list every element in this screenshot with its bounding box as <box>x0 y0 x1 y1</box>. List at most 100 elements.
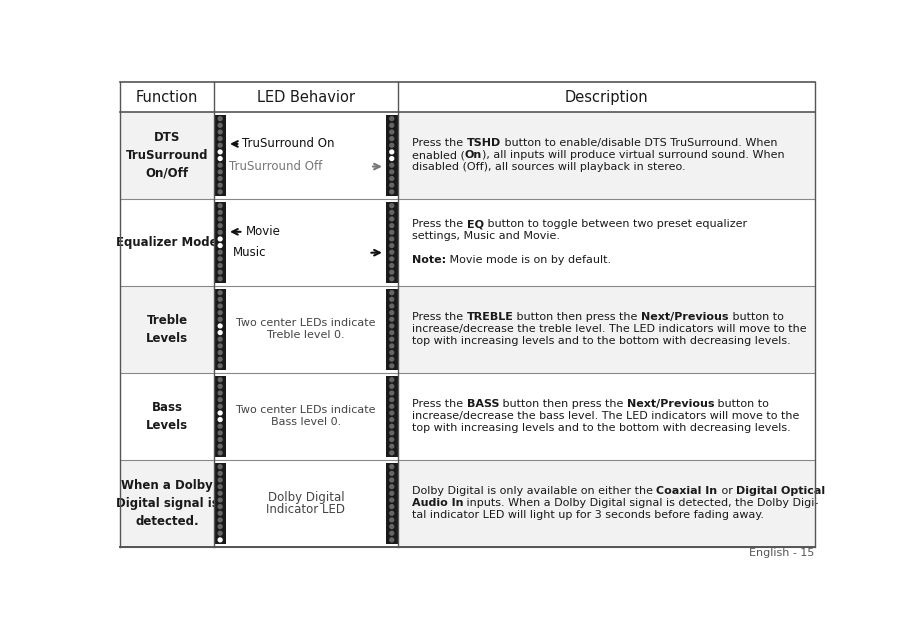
Circle shape <box>218 384 221 388</box>
Circle shape <box>218 156 221 160</box>
Circle shape <box>218 211 221 214</box>
Circle shape <box>389 331 394 335</box>
Text: button to toggle between two preset equalizer: button to toggle between two preset equa… <box>483 219 746 230</box>
Bar <box>385 376 397 457</box>
Circle shape <box>218 518 221 522</box>
Bar <box>214 112 397 198</box>
Circle shape <box>218 311 221 315</box>
Circle shape <box>389 357 394 361</box>
Circle shape <box>389 163 394 167</box>
Circle shape <box>218 350 221 354</box>
Circle shape <box>218 438 221 441</box>
Text: ), all inputs will produce virtual surround sound. When: ), all inputs will produce virtual surro… <box>482 150 783 160</box>
Circle shape <box>218 451 221 455</box>
Circle shape <box>218 304 221 308</box>
Text: button then press the: button then press the <box>498 399 626 410</box>
Bar <box>397 460 814 547</box>
Circle shape <box>218 364 221 368</box>
Circle shape <box>389 478 394 482</box>
Circle shape <box>389 270 394 274</box>
Circle shape <box>389 350 394 354</box>
Text: Press the: Press the <box>412 312 466 322</box>
Text: Treble
Levels: Treble Levels <box>146 314 188 345</box>
Circle shape <box>218 270 221 274</box>
Text: Two center LEDs indicate: Two center LEDs indicate <box>236 405 375 415</box>
Circle shape <box>389 364 394 368</box>
Circle shape <box>389 418 394 422</box>
Circle shape <box>218 538 221 542</box>
Circle shape <box>389 257 394 261</box>
Circle shape <box>218 531 221 535</box>
Circle shape <box>389 277 394 280</box>
Text: When a Dolby
Digital signal is
detected.: When a Dolby Digital signal is detected. <box>116 479 219 528</box>
Text: Dolby Digital: Dolby Digital <box>267 491 343 504</box>
Text: On: On <box>465 150 482 160</box>
Circle shape <box>389 391 394 395</box>
Text: settings, Music and Movie.: settings, Music and Movie. <box>412 232 559 241</box>
Text: TruSurround Off: TruSurround Off <box>230 160 322 173</box>
Circle shape <box>389 224 394 228</box>
Circle shape <box>389 150 394 154</box>
Text: Indicator LED: Indicator LED <box>266 503 345 516</box>
Text: or: or <box>717 487 735 496</box>
Bar <box>385 115 397 196</box>
Circle shape <box>389 337 394 341</box>
Circle shape <box>218 163 221 167</box>
Text: Press the: Press the <box>412 219 466 230</box>
Circle shape <box>218 123 221 127</box>
Circle shape <box>389 183 394 187</box>
Circle shape <box>218 291 221 294</box>
Circle shape <box>389 304 394 308</box>
Text: Next/Previous: Next/Previous <box>626 399 713 410</box>
Text: Movie: Movie <box>245 225 281 238</box>
Bar <box>120 198 214 286</box>
Text: Next/Previous: Next/Previous <box>640 312 728 322</box>
Bar <box>214 376 226 457</box>
Bar <box>397 198 814 286</box>
Circle shape <box>218 511 221 515</box>
Text: Movie mode is on by default.: Movie mode is on by default. <box>445 255 610 265</box>
Circle shape <box>389 298 394 301</box>
Circle shape <box>389 404 394 408</box>
Circle shape <box>218 150 221 154</box>
Circle shape <box>218 130 221 134</box>
Circle shape <box>389 190 394 194</box>
Circle shape <box>389 117 394 121</box>
Circle shape <box>218 485 221 488</box>
Text: Music: Music <box>232 246 266 259</box>
Text: LED Behavior: LED Behavior <box>257 90 354 104</box>
Circle shape <box>218 505 221 509</box>
Circle shape <box>389 465 394 469</box>
Circle shape <box>218 298 221 301</box>
Text: Audio In: Audio In <box>412 498 463 508</box>
Text: top with increasing levels and to the bottom with decreasing levels.: top with increasing levels and to the bo… <box>412 423 790 433</box>
Circle shape <box>218 117 221 121</box>
Circle shape <box>218 224 221 228</box>
Circle shape <box>389 411 394 415</box>
Circle shape <box>389 317 394 321</box>
Bar <box>397 286 814 373</box>
Bar <box>214 289 226 370</box>
Text: tal indicator LED will light up for 3 seconds before fading away.: tal indicator LED will light up for 3 se… <box>412 510 763 520</box>
Circle shape <box>218 137 221 141</box>
Text: Equalizer Mode: Equalizer Mode <box>116 236 218 249</box>
Circle shape <box>218 525 221 529</box>
Bar <box>120 112 214 198</box>
Circle shape <box>389 438 394 441</box>
Text: Coaxial In: Coaxial In <box>656 487 717 496</box>
Circle shape <box>218 170 221 174</box>
Circle shape <box>389 471 394 475</box>
Text: increase/decrease the treble level. The LED indicators will move to the: increase/decrease the treble level. The … <box>412 324 805 335</box>
Circle shape <box>218 424 221 428</box>
Circle shape <box>218 431 221 435</box>
Circle shape <box>218 190 221 194</box>
Circle shape <box>218 257 221 261</box>
Circle shape <box>218 357 221 361</box>
Text: TSHD: TSHD <box>466 138 500 148</box>
Circle shape <box>389 130 394 134</box>
Circle shape <box>218 465 221 469</box>
Circle shape <box>389 230 394 234</box>
Bar <box>214 198 397 286</box>
Text: DTS
TruSurround
On/Off: DTS TruSurround On/Off <box>126 131 208 180</box>
Circle shape <box>389 291 394 294</box>
